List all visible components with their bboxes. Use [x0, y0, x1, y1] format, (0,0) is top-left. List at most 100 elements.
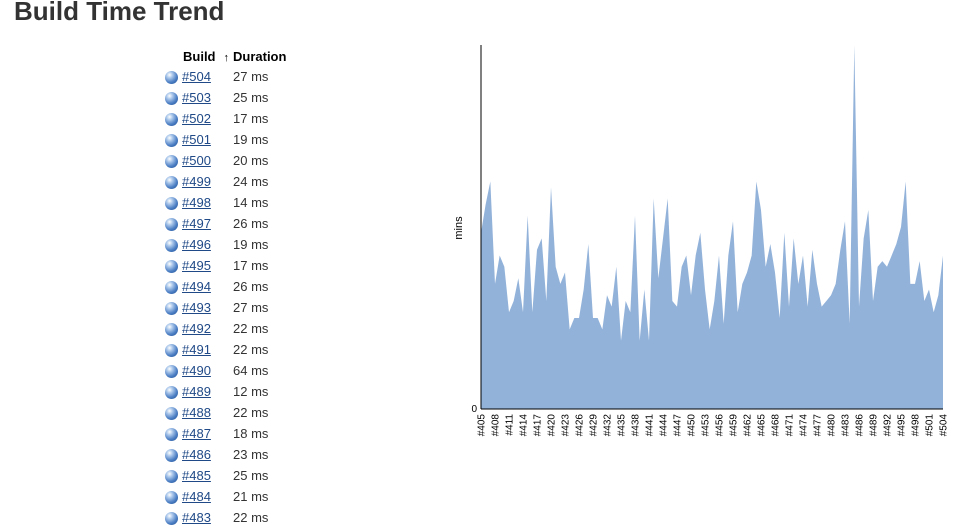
x-tick-label: #423 [561, 414, 572, 437]
build-status-blue-ball-icon [165, 176, 178, 189]
duration-cell: 21 ms [233, 486, 290, 507]
build-status-blue-ball-icon [165, 281, 178, 294]
duration-cell: 22 ms [233, 339, 290, 360]
build-link[interactable]: #496 [182, 237, 233, 252]
build-status-blue-ball-icon [165, 197, 178, 210]
duration-cell: 23 ms [233, 444, 290, 465]
build-cell: #493 [160, 297, 233, 318]
build-status-blue-ball-icon [165, 134, 178, 147]
build-cell: #498 [160, 192, 233, 213]
build-link[interactable]: #497 [182, 216, 233, 231]
x-tick-label: #450 [687, 414, 698, 437]
build-link[interactable]: #488 [182, 405, 233, 420]
build-link[interactable]: #500 [182, 153, 233, 168]
build-link[interactable]: #484 [182, 489, 233, 504]
duration-cell: 17 ms [233, 108, 290, 129]
build-cell: #502 [160, 108, 233, 129]
build-link[interactable]: #489 [182, 384, 233, 399]
build-cell: #492 [160, 318, 233, 339]
x-tick-label: #441 [645, 414, 656, 437]
x-tick-label: #429 [589, 414, 600, 437]
duration-cell: 25 ms [233, 87, 290, 108]
sort-ascending-icon[interactable]: ↑ [224, 52, 230, 64]
build-link[interactable]: #493 [182, 300, 233, 315]
build-cell: #487 [160, 423, 233, 444]
x-tick-label: #453 [701, 414, 712, 437]
x-tick-label: #498 [911, 414, 922, 437]
build-cell: #499 [160, 171, 233, 192]
x-tick-label: #465 [757, 414, 768, 437]
build-link[interactable]: #485 [182, 468, 233, 483]
x-tick-label: #495 [897, 414, 908, 437]
build-status-blue-ball-icon [165, 113, 178, 126]
build-link[interactable]: #502 [182, 111, 233, 126]
page-title: Build Time Trend [14, 0, 224, 27]
build-status-blue-ball-icon [165, 407, 178, 420]
build-link[interactable]: #498 [182, 195, 233, 210]
build-link[interactable]: #486 [182, 447, 233, 462]
build-status-blue-ball-icon [165, 470, 178, 483]
duration-cell: 19 ms [233, 234, 290, 255]
table-header-row: Build↑ Duration [160, 47, 290, 66]
build-link[interactable]: #483 [182, 510, 233, 525]
build-cell: #489 [160, 381, 233, 402]
build-link[interactable]: #487 [182, 426, 233, 441]
build-link[interactable]: #504 [182, 69, 233, 84]
x-tick-label: #447 [673, 414, 684, 437]
build-cell: #486 [160, 444, 233, 465]
build-status-blue-ball-icon [165, 155, 178, 168]
build-cell: #496 [160, 234, 233, 255]
duration-cell: 12 ms [233, 381, 290, 402]
build-link[interactable]: #494 [182, 279, 233, 294]
x-tick-label: #420 [547, 414, 558, 437]
build-link[interactable]: #490 [182, 363, 233, 378]
build-link[interactable]: #503 [182, 90, 233, 105]
build-cell: #503 [160, 87, 233, 108]
build-cell: #495 [160, 255, 233, 276]
duration-column-header[interactable]: Duration [233, 47, 290, 66]
duration-cell: 17 ms [233, 255, 290, 276]
y-tick-label: 0 [471, 404, 477, 415]
build-status-blue-ball-icon [165, 386, 178, 399]
build-time-trend-chart: mins0#405#408#411#414#417#420#423#426#42… [440, 40, 950, 480]
duration-cell: 22 ms [233, 318, 290, 339]
build-cell: #491 [160, 339, 233, 360]
x-tick-label: #444 [659, 414, 670, 437]
build-link[interactable]: #491 [182, 342, 233, 357]
x-tick-label: #417 [533, 414, 544, 437]
build-link[interactable]: #492 [182, 321, 233, 336]
build-column-header[interactable]: Build↑ [160, 47, 233, 66]
build-status-blue-ball-icon [165, 365, 178, 378]
duration-cell: 14 ms [233, 192, 290, 213]
x-tick-label: #432 [603, 414, 614, 437]
duration-cell: 27 ms [233, 66, 290, 87]
build-link[interactable]: #495 [182, 258, 233, 273]
x-tick-label: #471 [785, 414, 796, 437]
x-tick-label: #456 [715, 414, 726, 437]
duration-cell: 18 ms [233, 423, 290, 444]
duration-cell: 26 ms [233, 276, 290, 297]
duration-cell: 27 ms [233, 297, 290, 318]
build-cell: #494 [160, 276, 233, 297]
build-cell: #500 [160, 150, 233, 171]
x-tick-label: #405 [477, 414, 488, 437]
build-link[interactable]: #499 [182, 174, 233, 189]
duration-cell: 19 ms [233, 129, 290, 150]
build-link[interactable]: #501 [182, 132, 233, 147]
build-cell: #501 [160, 129, 233, 150]
